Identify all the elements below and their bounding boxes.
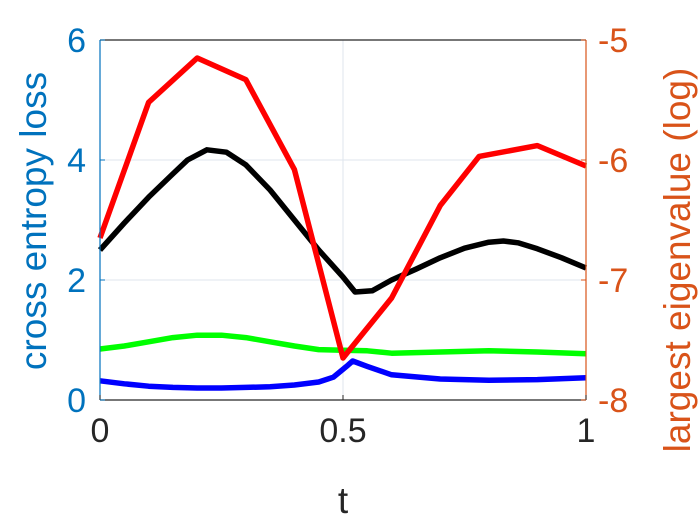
- y-axis-left-label: cross entropy loss: [13, 72, 54, 370]
- y-left-tick-label-1: 2: [67, 262, 86, 300]
- x-tick-label-2: 1: [577, 412, 596, 450]
- y-right-tick-label-3: -5: [598, 22, 628, 60]
- y-left-tick-label-0: 0: [67, 382, 86, 420]
- series-line-1: [99, 332, 587, 357]
- x-axis-label: t: [338, 480, 349, 521]
- y-right-tick-label-2: -6: [598, 142, 628, 180]
- grid-lines: [99, 39, 587, 401]
- series-line-0: [97, 147, 588, 295]
- axes: [99, 39, 587, 401]
- y-left-tick-label-2: 4: [67, 142, 86, 180]
- x-tick-label-1: 0.5: [319, 412, 366, 450]
- y-left-tick-label-3: 6: [67, 22, 86, 60]
- series-line-2: [99, 358, 587, 391]
- y-axis-right-label: largest eigenvalue (log): [657, 68, 698, 453]
- series-line-3: [97, 55, 588, 361]
- y-right-tick-label-1: -7: [598, 262, 628, 300]
- y-right-tick-label-0: -8: [598, 382, 628, 420]
- series-lines: [97, 55, 588, 391]
- x-tick-label-0: 0: [91, 412, 110, 450]
- tick-labels: 0 0.5 1 0 2 4 6 -8 -7 -6 -5: [67, 22, 628, 450]
